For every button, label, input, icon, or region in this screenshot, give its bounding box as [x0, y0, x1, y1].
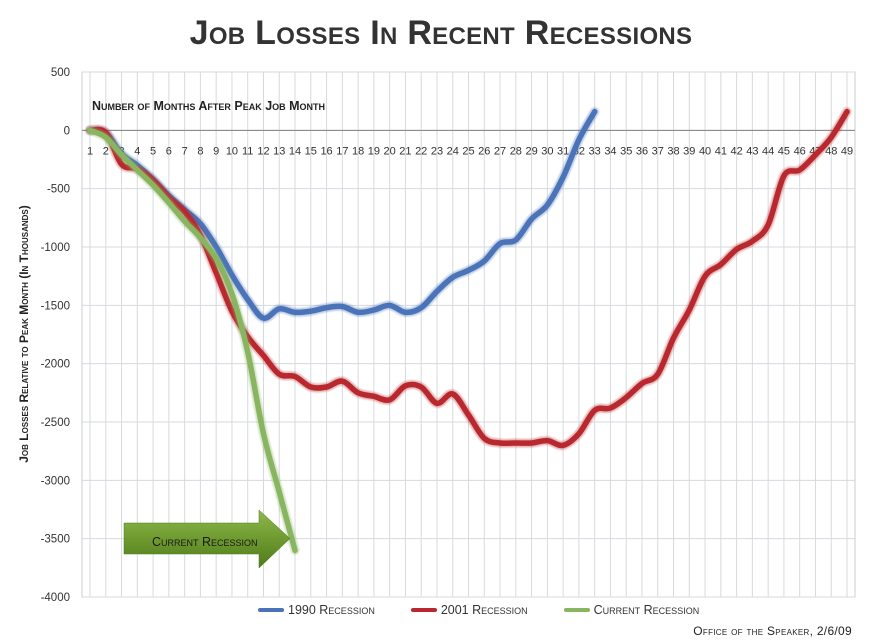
- x-axis-ticks: 1 2 3 4 5 6 7 8 9 10 11 12 13 14 15 16 17 18 19 20 21 22 23 24 2…: [87, 145, 853, 157]
- x-tick-label: 45: [778, 145, 790, 157]
- source-credit: Office of the Speaker, 2/6/09: [693, 624, 852, 638]
- legend-swatch-1990: [258, 608, 284, 612]
- legend-label-2001: 2001 Recession: [440, 603, 528, 617]
- x-tick-label: 27: [494, 145, 506, 157]
- y-tick-label: -1000: [41, 242, 70, 254]
- x-tick-label: 38: [667, 145, 679, 157]
- series-line-2001: [87, 108, 850, 449]
- x-tick-label: 12: [257, 145, 269, 157]
- x-tick-label: 19: [368, 145, 380, 157]
- x-tick-label: 23: [431, 145, 443, 157]
- x-tick-label: 44: [762, 145, 774, 157]
- x-tick-label: 35: [620, 145, 632, 157]
- y-tick-label: -1500: [41, 300, 70, 312]
- y-tick-label: -3000: [41, 475, 70, 487]
- y-axis-ticks: 500 0 -500 -1000 -1500 -2000 -2500 -3000 -3500 -4…: [41, 67, 70, 604]
- x-tick-label: 5: [150, 145, 156, 157]
- x-tick-label: 39: [683, 145, 695, 157]
- y-axis-label: Job Losses Relative to Peak Month (In Th…: [17, 205, 31, 463]
- x-tick-label: 17: [336, 145, 348, 157]
- x-tick-label: 28: [510, 145, 522, 157]
- x-tick-label: 43: [746, 145, 758, 157]
- x-tick-label: 46: [794, 145, 806, 157]
- x-tick-label: 9: [213, 145, 219, 157]
- x-tick-label: 8: [197, 145, 203, 157]
- x-tick-label: 36: [636, 145, 648, 157]
- y-tick-label: 500: [51, 67, 70, 79]
- x-tick-label: 31: [557, 145, 569, 157]
- y-tick-label: -2500: [41, 417, 70, 429]
- legend-item-1990: 1990 Recession: [258, 603, 375, 617]
- legend: 1990 Recession 2001 Recession Current Re…: [258, 603, 699, 617]
- x-tick-label: 49: [841, 145, 853, 157]
- x-tick-label: 40: [699, 145, 711, 157]
- x-tick-label: 24: [447, 145, 459, 157]
- x-tick-label: 16: [320, 145, 332, 157]
- x-tick-label: 41: [715, 145, 727, 157]
- annotation-arrow: Current Recession: [123, 509, 291, 569]
- series-line-current: [87, 127, 298, 554]
- x-tick-label: 42: [730, 145, 742, 157]
- annotation-label: Current Recession: [152, 535, 258, 549]
- x-axis-label: Number of Months After Peak Job Month: [92, 99, 325, 113]
- x-tick-label: 10: [226, 145, 238, 157]
- x-tick-label: 18: [352, 145, 364, 157]
- x-tick-label: 14: [289, 145, 301, 157]
- x-tick-label: 20: [384, 145, 396, 157]
- x-tick-label: 30: [541, 145, 553, 157]
- y-tick-label: 0: [64, 125, 70, 137]
- x-tick-label: 1: [87, 145, 93, 157]
- x-tick-label: 6: [166, 145, 172, 157]
- x-tick-label: 37: [652, 145, 664, 157]
- x-tick-label: 25: [462, 145, 474, 157]
- x-tick-label: 22: [415, 145, 427, 157]
- x-tick-label: 15: [305, 145, 317, 157]
- x-tick-label: 21: [399, 145, 411, 157]
- legend-swatch-current: [563, 608, 590, 612]
- y-tick-label: -500: [47, 184, 70, 196]
- x-tick-label: 48: [825, 145, 837, 157]
- legend-item-2001: 2001 Recession: [410, 603, 528, 617]
- y-tick-label: -4000: [41, 592, 70, 604]
- y-tick-label: -3500: [41, 534, 70, 546]
- y-tick-label: -2000: [41, 359, 70, 371]
- legend-swatch-2001: [410, 608, 437, 612]
- x-tick-label: 7: [182, 145, 188, 157]
- legend-label-1990: 1990 Recession: [288, 603, 375, 617]
- x-tick-label: 4: [134, 145, 140, 157]
- x-tick-label: 34: [604, 145, 616, 157]
- x-tick-label: 33: [589, 145, 601, 157]
- x-tick-label: 29: [525, 145, 537, 157]
- x-tick-label: 26: [478, 145, 490, 157]
- series-layer: [85, 107, 852, 555]
- annotation-arrow-shape: [123, 509, 291, 569]
- chart-title: Job Losses In Recent Recessions: [189, 14, 693, 52]
- x-tick-label: 2: [103, 145, 109, 157]
- legend-item-current: Current Recession: [563, 603, 700, 617]
- x-tick-label: 11: [242, 145, 253, 157]
- legend-label-current: Current Recession: [593, 603, 700, 617]
- grid-vertical: [89, 72, 848, 597]
- x-tick-label: 13: [273, 145, 285, 157]
